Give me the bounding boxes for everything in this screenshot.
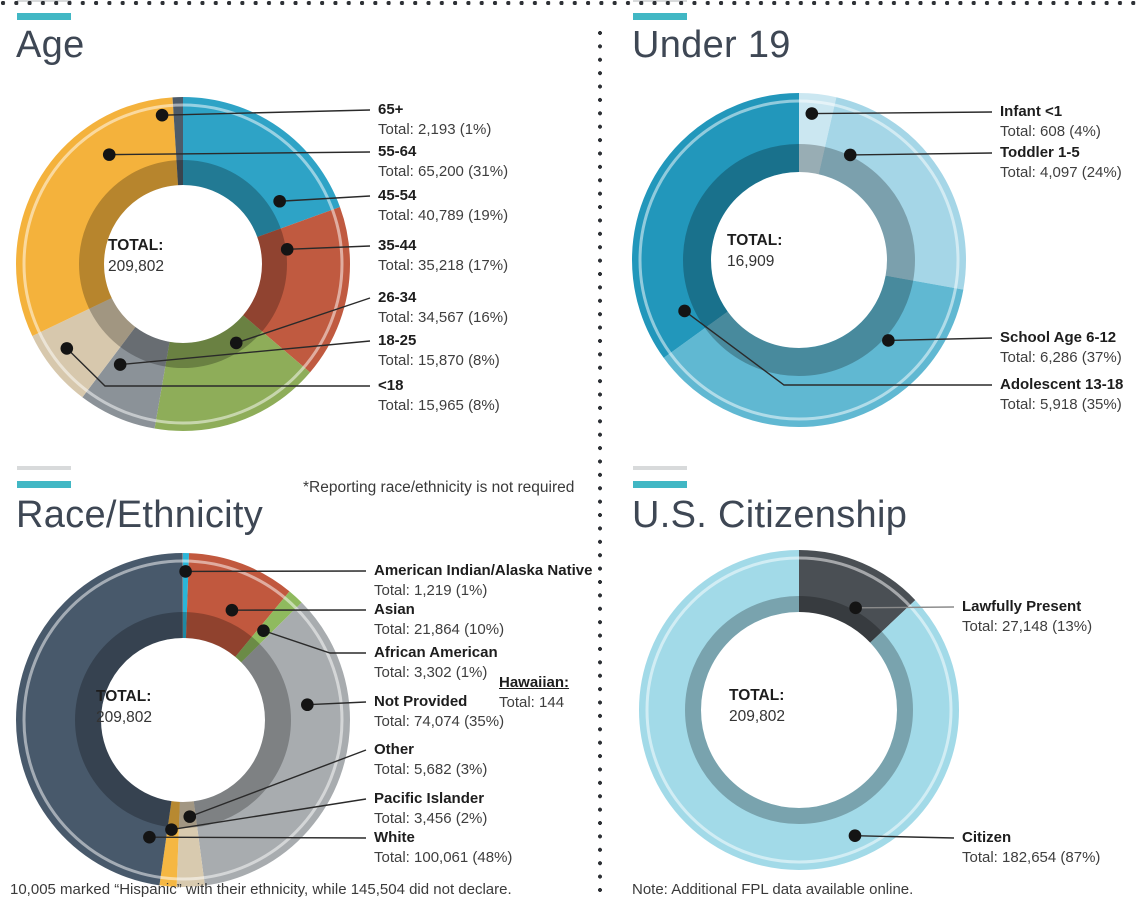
- donut-segment-american-indian-alaska-native: [16, 553, 350, 887]
- fpl-note: Note: Additional FPL data available onli…: [632, 881, 914, 898]
- donut-segment-citizen: [639, 550, 959, 870]
- race-donut-chart: [16, 553, 350, 892]
- citizenship-label-citizen: Citizen Total: 182,654 (87%): [962, 829, 1101, 866]
- citizenship-header-gray-rule: [633, 466, 687, 470]
- race-label-pacific-islander: Pacific Islander Total: 3,456 (2%): [374, 790, 488, 827]
- donut-segment-toddler-1-5: [632, 93, 966, 427]
- under19-label-toddler: Toddler 1-5 Total: 4,097 (24%): [1000, 144, 1122, 181]
- race-label-asian: Asian Total: 21,864 (10%): [374, 601, 505, 638]
- race-section-title: Race/Ethnicity: [16, 494, 264, 536]
- donut-highlight-arc: [638, 99, 960, 421]
- citizenship-total: TOTAL: 209,802: [729, 685, 785, 727]
- under19-donut-chart: [632, 93, 966, 432]
- under19-total-label: TOTAL:: [727, 232, 783, 249]
- age-label-26-34: 26-34 Total: 34,567 (16%): [378, 289, 509, 326]
- age-total: TOTAL: 209,802: [108, 235, 164, 277]
- donut-svg-1: [632, 93, 966, 427]
- citizenship-label-lawfully-present: Lawfully Present Total: 27,148 (13%): [962, 598, 1093, 635]
- donut-highlight-arc: [22, 559, 344, 881]
- race-label-other: Other Total: 5,682 (3%): [374, 741, 488, 778]
- donut-segment-65-: [16, 97, 350, 431]
- race-label-not-provided: Not Provided Total: 74,074 (35%): [374, 693, 505, 730]
- donut-svg-3: [639, 550, 959, 870]
- donut-segment-adolescent-13-18: [632, 93, 966, 427]
- under19-label-school-age: School Age 6-12 Total: 6,286 (37%): [1000, 329, 1122, 366]
- citizenship-donut-chart: [639, 550, 959, 875]
- race-label-american-indian: American Indian/Alaska Native Total: 1,2…: [374, 562, 593, 599]
- race-total-value: 209,802: [96, 709, 153, 726]
- age-total-value: 209,802: [108, 258, 165, 275]
- under19-label-adolescent: Adolescent 13-18 Total: 5,918 (35%): [1000, 376, 1124, 413]
- race-label-african-american: African American Total: 3,302 (1%): [374, 644, 498, 681]
- donut-segment-35-44: [16, 97, 350, 431]
- under19-total: TOTAL: 16,909: [727, 230, 782, 272]
- donut-segment-26-34: [16, 97, 350, 431]
- age-label-55-64: 55-64 Total: 65,200 (31%): [378, 143, 509, 180]
- age-label-35-44: 35-44 Total: 35,218 (17%): [378, 237, 509, 274]
- under19-section-title: Under 19: [632, 24, 791, 66]
- age-section-title: Age: [16, 24, 85, 66]
- race-total: TOTAL: 209,802: [96, 686, 152, 728]
- age-label-18-25: 18-25 Total: 15,870 (8%): [378, 332, 500, 369]
- race-reporting-note: *Reporting race/ethnicity is not require…: [303, 479, 575, 496]
- horizontal-dotted-divider: [0, 0, 1138, 6]
- citizenship-header-accent-bar: [633, 481, 687, 488]
- donut-svg-2: [16, 553, 350, 887]
- citizenship-section-title: U.S. Citizenship: [632, 494, 908, 536]
- donut-highlight-arc: [645, 556, 953, 864]
- age-label-45-54: 45-54 Total: 40,789 (19%): [378, 187, 509, 224]
- donut-segment-school-age-6-12: [632, 93, 966, 427]
- donut-inner-shadow-ring: [685, 596, 913, 824]
- race-label-white: White Total: 100,061 (48%): [374, 829, 513, 866]
- donut-highlight-arc: [22, 103, 344, 425]
- age-label-under18: <18 Total: 15,965 (8%): [378, 377, 500, 414]
- race-header-accent-bar: [17, 481, 71, 488]
- under19-label-infant: Infant <1 Total: 608 (4%): [1000, 103, 1101, 140]
- under19-header-accent-bar: [633, 13, 687, 20]
- donut-segment-55-64: [16, 97, 350, 431]
- citizenship-total-value: 209,802: [729, 708, 786, 725]
- hispanic-note: 10,005 marked “Hispanic” with their ethn…: [10, 881, 512, 898]
- citizenship-total-label: TOTAL:: [729, 687, 785, 704]
- age-label-65plus: 65+ Total: 2,193 (1%): [378, 101, 492, 138]
- under19-total-value: 16,909: [727, 253, 775, 270]
- donut-svg-0: [16, 97, 350, 431]
- race-total-label: TOTAL:: [96, 688, 152, 705]
- race-label-hawaiian: Hawaiian: Total: 144: [499, 674, 570, 711]
- donut-segment-not-provided: [16, 553, 350, 887]
- age-donut-chart: [16, 97, 350, 436]
- age-header-accent-bar: [17, 13, 71, 20]
- race-header-gray-rule: [17, 466, 71, 470]
- donut-segment-white: [16, 553, 350, 887]
- vertical-dotted-divider: [597, 30, 603, 898]
- age-total-label: TOTAL:: [108, 237, 164, 254]
- donut-segment-other: [16, 553, 350, 887]
